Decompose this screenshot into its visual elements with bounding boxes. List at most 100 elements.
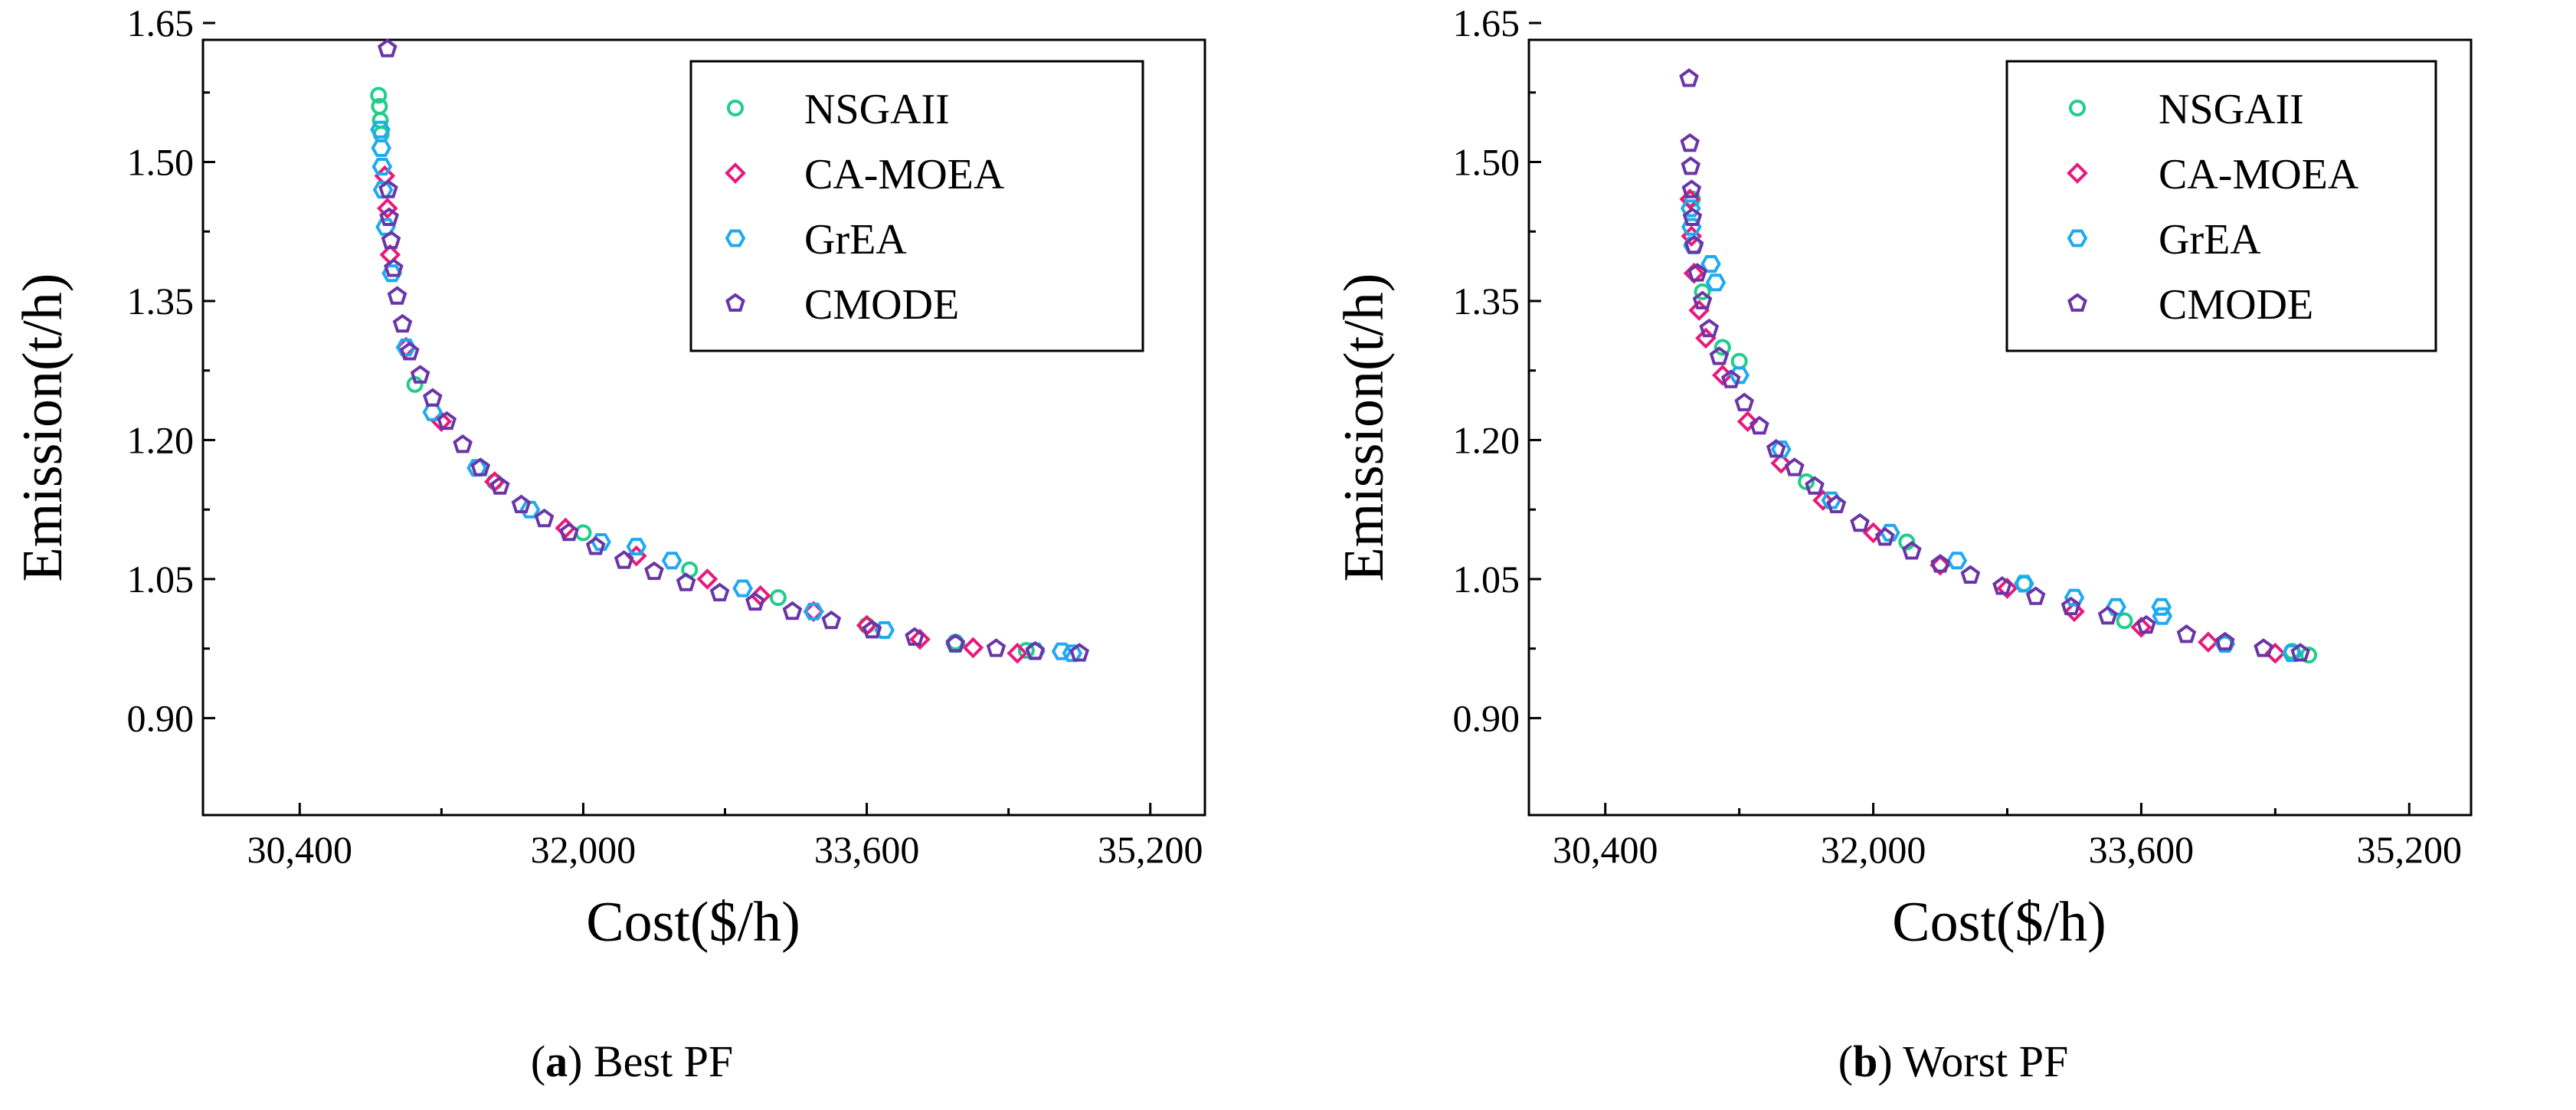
data-point xyxy=(1692,290,1713,309)
x-tick-label: 33,600 xyxy=(2089,828,2195,871)
data-point xyxy=(1684,234,1704,254)
data-point xyxy=(862,620,882,639)
legend-label-nsgaii: NSGAII xyxy=(804,86,950,133)
data-point xyxy=(384,258,404,277)
data-point xyxy=(1898,533,1916,551)
data-point xyxy=(381,264,402,283)
data-point xyxy=(1017,642,1035,660)
data-point xyxy=(1902,541,1922,560)
data-point xyxy=(2116,612,2133,630)
data-point xyxy=(2060,596,2081,616)
data-point xyxy=(1821,491,1842,509)
data-point xyxy=(1681,179,1702,198)
data-point xyxy=(376,198,398,219)
data-point xyxy=(1770,440,1792,459)
scatter-points xyxy=(370,38,1090,664)
data-point xyxy=(585,536,606,555)
data-point xyxy=(2025,586,2046,605)
legend-marker-cmode xyxy=(2067,293,2087,312)
data-point xyxy=(534,508,555,528)
data-point xyxy=(1069,643,1090,662)
data-point xyxy=(1709,346,1730,365)
legend-marker-nsgaii xyxy=(727,100,744,116)
y-axis: 0.90 1.05 1.20 1.35 1.50 1.65 xyxy=(127,2,215,739)
x-tick-label: 32,000 xyxy=(531,828,637,871)
y-tick-label: 1.50 xyxy=(127,140,195,183)
data-point xyxy=(370,87,388,104)
data-point xyxy=(1680,133,1700,152)
data-point xyxy=(874,620,895,639)
data-point xyxy=(644,561,664,581)
data-point xyxy=(574,524,592,542)
y-tick-label: 0.90 xyxy=(1453,696,1520,739)
data-point xyxy=(555,517,577,539)
data-point xyxy=(387,286,408,305)
data-point xyxy=(2151,598,2172,616)
data-point xyxy=(1875,527,1895,546)
y-axis: 0.90 1.05 1.20 1.35 1.50 1.65 xyxy=(1453,2,1541,739)
caption-title: Worst PF xyxy=(1893,1036,2069,1086)
data-point xyxy=(370,120,391,139)
data-point xyxy=(1729,366,1750,385)
data-point xyxy=(559,522,579,542)
legend-marker-grea xyxy=(2067,229,2088,247)
caption-label: b xyxy=(1853,1036,1877,1086)
data-point xyxy=(1687,263,1707,282)
x-tick-label: 33,600 xyxy=(814,828,920,871)
data-point xyxy=(1736,411,1759,433)
data-point xyxy=(732,579,753,598)
legend-marker-ca-moea xyxy=(2067,162,2088,184)
data-point xyxy=(1695,327,1717,349)
y-tick-label: 1.05 xyxy=(127,558,195,601)
legend-box xyxy=(689,60,1144,352)
x-axis-title: Cost($/h) xyxy=(586,891,800,954)
data-point xyxy=(1679,188,1701,210)
data-point xyxy=(803,602,824,620)
data-point xyxy=(1734,392,1755,411)
data-point xyxy=(2290,643,2310,662)
data-point xyxy=(489,476,510,495)
series-cmode xyxy=(1679,68,2310,662)
data-point xyxy=(2014,575,2034,593)
data-point xyxy=(905,627,925,646)
legend-label-cmode: CMODE xyxy=(2159,281,2313,329)
legend-label-grea: GrEA xyxy=(804,216,907,264)
x-tick-label: 30,400 xyxy=(247,828,353,871)
data-point xyxy=(986,638,1007,657)
y-tick-label: 1.65 xyxy=(127,2,195,44)
x-tick-label: 35,200 xyxy=(1098,828,1203,871)
data-point xyxy=(1784,457,1805,476)
scatter-points xyxy=(1679,68,2318,664)
y-tick-label: 1.20 xyxy=(1453,418,1520,461)
data-point xyxy=(1826,494,1847,513)
legend-marker-nsgaii xyxy=(2069,100,2086,116)
data-point xyxy=(1992,576,2012,595)
legend-marker-ca-moea xyxy=(725,162,746,184)
legend-label-ca-moea: CA-MOEA xyxy=(804,151,1005,198)
data-point xyxy=(709,582,730,601)
x-tick-label: 32,000 xyxy=(1821,828,1926,871)
data-point xyxy=(470,457,491,476)
data-point xyxy=(2264,642,2286,664)
data-point xyxy=(2136,614,2156,634)
legend-marker-grea xyxy=(725,229,746,247)
data-point xyxy=(2198,631,2219,653)
data-point xyxy=(410,365,430,384)
y-tick-label: 1.05 xyxy=(1453,558,1520,601)
data-point xyxy=(1750,415,1769,435)
legend-label-grea: GrEA xyxy=(2159,216,2261,264)
data-point xyxy=(2300,647,2318,664)
data-point xyxy=(614,550,634,569)
data-point xyxy=(511,494,532,513)
data-point xyxy=(381,230,401,250)
data-point xyxy=(1720,369,1741,388)
legend-box xyxy=(2005,60,2437,352)
legend: NSGAII CA-MOEA GrEA CMODE xyxy=(2005,60,2437,352)
data-point xyxy=(483,471,506,493)
y-tick-label: 1.50 xyxy=(1453,140,1520,183)
y-tick-label: 0.90 xyxy=(127,696,195,739)
data-point xyxy=(2254,638,2273,657)
data-point xyxy=(377,38,398,57)
legend-label-nsgaii: NSGAII xyxy=(2159,86,2304,133)
